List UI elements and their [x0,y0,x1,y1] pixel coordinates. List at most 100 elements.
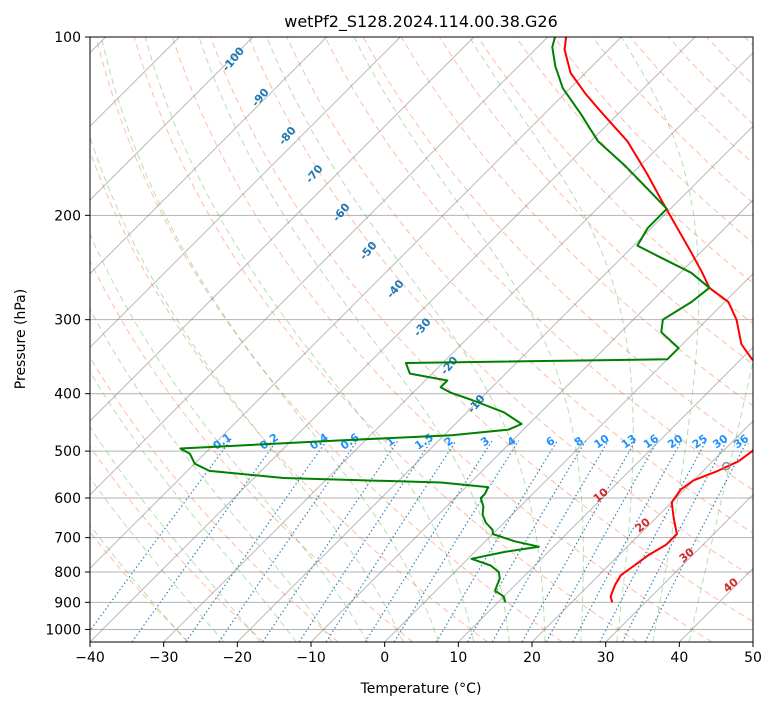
isotherm [90,37,328,275]
mixing-ratio-line [393,440,520,642]
moist-adiabat [266,37,546,642]
moist-adiabat [90,426,261,642]
y-axis-label: Pressure (hPa) [13,289,29,389]
dry-adiabat [90,259,414,642]
mixing-ratio-label: 10 [592,432,612,452]
series [179,37,753,603]
mixing-ratio-line [262,440,399,642]
y-tick-label: 700 [54,531,81,547]
lcl-marker [722,461,731,471]
dry-adiabat [744,37,753,47]
isotherm [457,346,753,642]
moist-adiabat [90,135,404,642]
y-tick-label: 200 [54,208,81,224]
mixing-ratio-line [435,440,558,642]
moist-adiabat-label: -30 [411,315,434,339]
y-tick-label: 500 [54,444,81,460]
mixing-ratio-label: 6 [544,434,558,449]
isotherm [90,37,401,349]
isotherm [90,37,622,570]
mixing-ratio-label: 30 [710,432,730,452]
plot-area: 0.1 0.2 0.4 0.6 1 1.5 2 3 4 6 8 10 13 16 20 25 30 36-100-… [90,37,753,642]
x-tick-label: 40 [670,650,688,666]
moist-adiabat [90,308,333,642]
mixing-ratio-label: 3 [478,434,492,449]
isotherms [90,37,753,642]
x-axis-label: Temperature (°C) [360,681,482,697]
dry-adiabat [210,37,753,623]
moist-adiabat-label: -20 [438,354,461,378]
moist-adiabat [90,524,188,642]
mixing-ratio-line [466,440,587,642]
y-axis: 100 200 300 400 500 600 700 800 900 1000 [45,30,90,638]
dry-adiabat [90,356,339,642]
moist-adiabat [90,370,297,642]
x-tick-label: −40 [75,650,105,666]
y-tick-label: 400 [54,387,81,403]
moist-adiabats [90,37,753,642]
moist-adiabat [198,37,510,642]
isotherm [384,272,753,642]
mixing-ratio-label: 8 [572,434,586,449]
mixing-ratio-line [218,440,358,642]
dry-adiabat [133,37,638,642]
mixing-ratio-line [185,440,328,642]
moist-adiabat-label: -80 [276,124,299,148]
x-tick-label: −20 [223,650,253,666]
dry-adiabat [171,37,712,642]
mixing-ratio-line [521,440,637,642]
moist-adiabat [620,37,700,642]
x-tick-label: −30 [149,650,179,666]
dry-adiabat-label: 20 [633,515,653,535]
dry-adiabat-label: 40 [721,575,741,595]
isotherm [605,493,753,642]
isotherm [310,199,753,642]
y-tick-label: 800 [54,565,81,581]
moist-adiabat-label: -40 [384,277,407,301]
y-tick-label: 600 [54,491,81,507]
mixing-ratio-line [621,440,728,642]
mixing-ratio-line [599,440,707,642]
x-tick-label: −10 [296,650,326,666]
moist-adiabat [469,37,634,642]
mixing-ratio-label: 16 [641,432,661,452]
mixing-ratio-label: 13 [619,432,639,451]
mixing-ratio-line [364,440,493,642]
x-tick-label: 50 [744,650,762,666]
dry-adiabat [324,37,753,491]
chart-title: wetPf2_S128.2024.114.00.38.G26 [284,12,558,32]
mixing-ratio-line [572,440,683,642]
isotherm [678,567,753,642]
mixing-ratio-line [131,440,278,642]
mixing-ratio-line [90,440,231,632]
dry-adiabat [90,445,264,642]
dry-adiabats [90,37,753,642]
isobars [90,37,753,630]
dry-adiabat [553,37,753,244]
mixing-ratio-line [325,440,457,642]
plot-frame [89,36,754,643]
x-tick-label: 0 [380,650,389,666]
moist-adiabat [144,37,475,642]
dewpoint-profile [179,37,711,603]
x-axis: −40 −30 −20 −10 0 10 20 30 40 50 [75,642,762,666]
x-tick-label: 10 [449,650,467,666]
x-tick-label: 20 [523,650,541,666]
isotherm [90,37,475,422]
mixing-ratio-label: 0.2 [257,431,280,453]
isotherm [90,37,549,496]
moist-adiabat-label: -50 [357,239,380,263]
isotherm [90,37,696,642]
temperature-profile [563,37,753,603]
mixing-ratio-label: 0.6 [338,431,362,453]
dry-adiabat [248,37,753,578]
mixing-ratio-label: 0.1 [211,431,234,453]
dry-adiabat [90,150,488,642]
isotherm [752,641,753,642]
moist-adiabat [90,476,225,642]
mixing-ratio-line [298,440,432,642]
moist-adiabat-label: -60 [330,200,353,224]
moist-adiabat [90,232,369,642]
mixing-ratio-line [491,440,609,642]
